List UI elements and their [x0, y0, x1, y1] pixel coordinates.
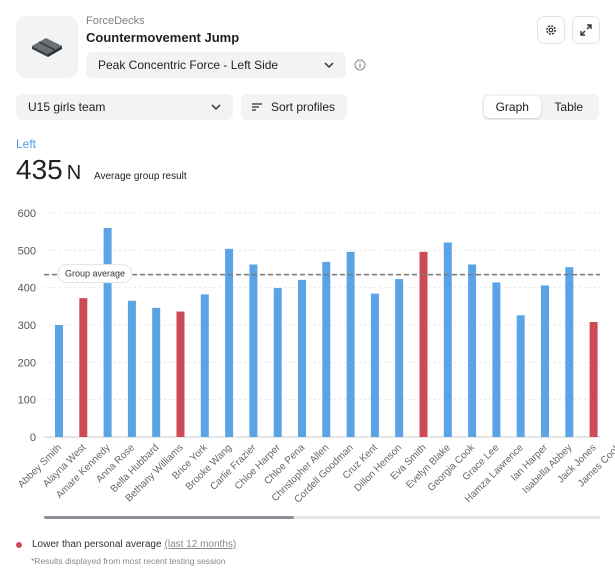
average-label: Average group result	[94, 171, 187, 182]
bar-evelyn-blake[interactable]	[443, 242, 452, 437]
legend-swatch	[16, 541, 22, 548]
bar-bella-hubbard[interactable]	[152, 307, 161, 437]
y-tick-label: 300	[18, 320, 36, 332]
bar-isabella-abbey[interactable]	[565, 267, 574, 437]
chart-scrollbar-track[interactable]	[44, 516, 600, 519]
table-tab[interactable]: Table	[554, 100, 584, 114]
bar-brice-york[interactable]	[200, 294, 209, 437]
bar-cruz-kent[interactable]	[370, 293, 379, 437]
chevron-down-icon	[211, 104, 221, 111]
bar-hamza-lawrence[interactable]	[516, 315, 525, 437]
bar-brooke-wang[interactable]	[225, 248, 234, 437]
team-select[interactable]: U15 girls team	[16, 94, 233, 120]
test-logo	[16, 16, 78, 78]
y-tick-label: 500	[18, 245, 36, 257]
bar-carlie-frazier[interactable]	[249, 264, 258, 437]
test-title: Countermovement Jump	[86, 30, 240, 45]
chart-scrollbar-thumb[interactable]	[44, 516, 294, 519]
bar-alayna-west[interactable]	[79, 298, 88, 437]
legend-period-link[interactable]: (last 12 months)	[164, 539, 237, 550]
average-number: 435	[16, 154, 63, 185]
bar-cordell-goodman[interactable]	[346, 251, 355, 437]
sort-icon	[252, 103, 262, 111]
legend-text: Lower than personal average	[32, 539, 162, 550]
legend: Lower than personal average (last 12 mon…	[16, 539, 236, 550]
gear-icon	[546, 25, 556, 35]
group-average-pill	[57, 264, 133, 284]
average-value: 435 N	[16, 154, 81, 186]
y-tick-label: 200	[18, 357, 36, 369]
footnote: *Results displayed from most recent test…	[31, 556, 226, 566]
graph-tab[interactable]: Graph	[484, 96, 541, 118]
bar-anna-rose[interactable]	[127, 300, 136, 437]
metric-select[interactable]: Peak Concentric Force - Left Side	[86, 52, 346, 78]
bar-eva-smith[interactable]	[419, 251, 428, 437]
view-toggle: Graph Table	[482, 94, 599, 120]
y-tick-label: 600	[18, 208, 36, 220]
bar-dillon-henson[interactable]	[395, 279, 404, 437]
bar-bethany-williams[interactable]	[176, 311, 185, 437]
chevron-down-icon	[324, 62, 334, 69]
bar-ian-harper[interactable]	[541, 285, 549, 437]
bar-abbey-smith[interactable]	[55, 325, 63, 437]
bar-georgia-cook[interactable]	[468, 264, 477, 437]
force-plate-icon	[32, 38, 62, 57]
bar-christopher-allen[interactable]	[322, 261, 331, 437]
metric-select-value: Peak Concentric Force - Left Side	[98, 58, 279, 72]
settings-button[interactable]	[537, 16, 565, 44]
sort-profiles-label: Sort profiles	[271, 100, 336, 114]
y-tick-label: 0	[30, 432, 36, 444]
info-icon[interactable]	[354, 59, 366, 71]
sort-profiles-button[interactable]: Sort profiles	[241, 94, 347, 120]
expand-icon	[580, 24, 592, 36]
group-average-label: Group average	[65, 269, 125, 279]
expand-button[interactable]	[572, 16, 600, 44]
bar-chloe-pena[interactable]	[298, 279, 306, 437]
bar-amare-kennedy[interactable]	[103, 227, 112, 437]
y-tick-label: 100	[18, 395, 36, 407]
average-unit: N	[66, 162, 82, 184]
y-tick-label: 400	[18, 283, 36, 295]
bar-jack-jones[interactable]	[589, 322, 598, 437]
side-label: Left	[16, 137, 37, 151]
app-name: ForceDecks	[86, 15, 145, 27]
bar-chloe-harper[interactable]	[273, 288, 282, 437]
team-select-value: U15 girls team	[28, 100, 106, 114]
bar-grace-lee[interactable]	[492, 282, 501, 437]
